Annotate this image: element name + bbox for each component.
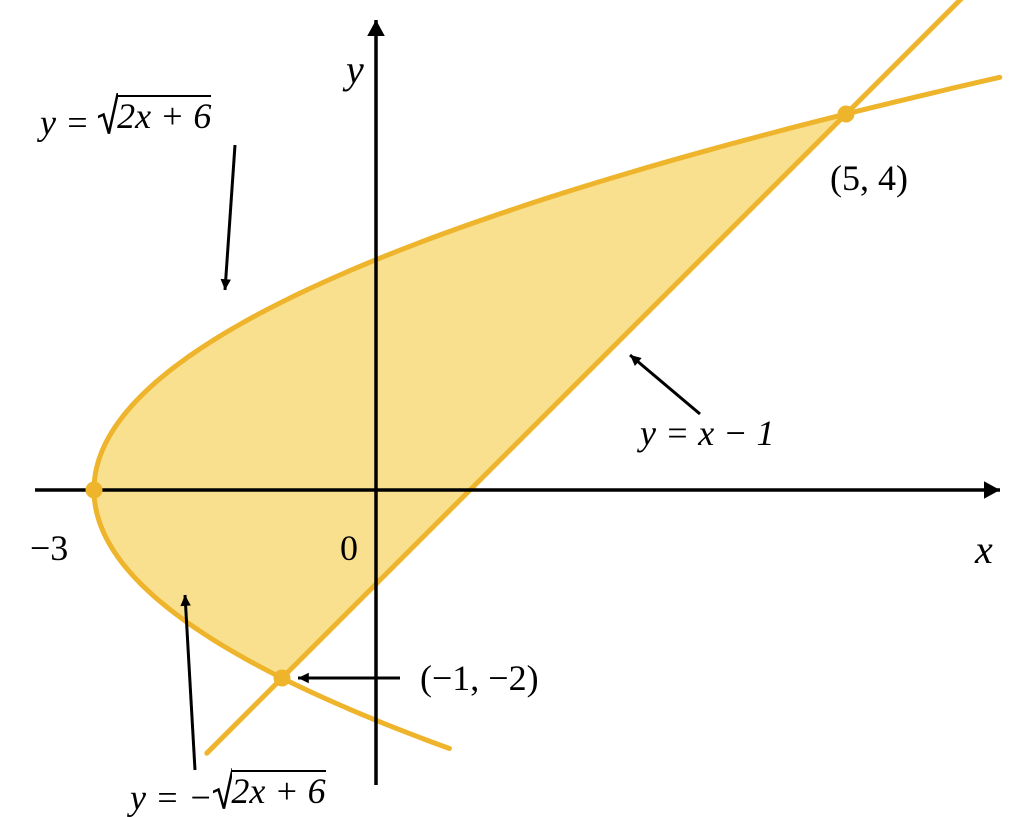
shaded-region <box>94 114 846 678</box>
line-equation: y = x − 1 <box>640 415 775 451</box>
y-axis-arrow <box>367 20 385 36</box>
chart-root: y x 0 −3 (5, 4) (−1, −2) y = 2x + 6 y = … <box>0 0 1015 815</box>
point-5-4 <box>838 106 854 122</box>
point-neg1-neg2-label: (−1, −2) <box>420 660 539 696</box>
callout-point-neg1-neg2-head <box>298 673 309 683</box>
x-axis-label: x <box>975 530 993 570</box>
x-axis-arrow <box>984 481 1000 499</box>
origin-label: 0 <box>340 530 358 566</box>
tick-minus3-label: −3 <box>30 530 68 566</box>
lower-curve-equation: y = −2x + 6 <box>130 770 326 815</box>
callout-upper-sqrt-head <box>221 279 231 290</box>
callout-upper-sqrt <box>225 145 235 290</box>
point-5-4-label: (5, 4) <box>830 160 908 196</box>
point-neg3-0 <box>86 482 102 498</box>
upper-curve-equation: y = 2x + 6 <box>40 95 211 140</box>
y-axis-label: y <box>346 50 364 90</box>
callout-line <box>630 355 700 414</box>
point-neg1-neg2 <box>274 670 290 686</box>
